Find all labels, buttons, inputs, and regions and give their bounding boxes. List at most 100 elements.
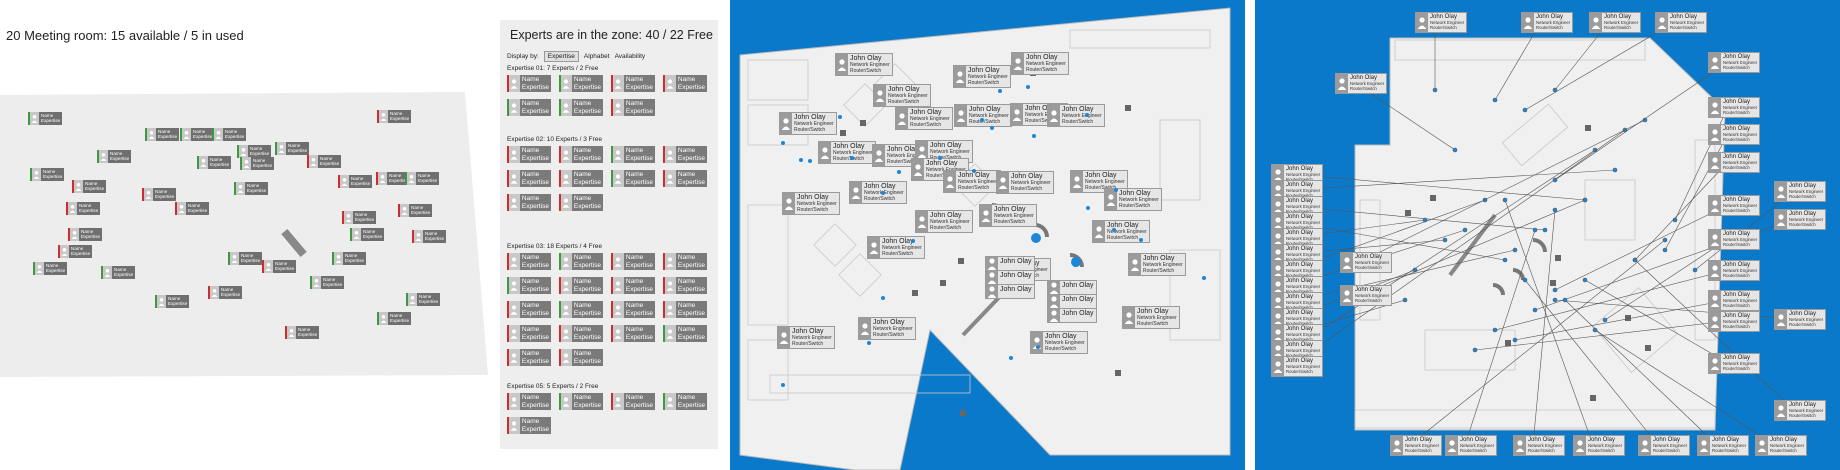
expert-tile[interactable]: Name Expertise [507,301,551,318]
expert-tile[interactable]: Name Expertise [559,277,603,294]
expert-tile[interactable]: Name Expertise [611,170,655,187]
meeting-room-marker[interactable]: Name Expertise [406,293,441,306]
location-pin[interactable] [938,156,942,160]
location-pin[interactable] [1073,263,1077,267]
expert-tile[interactable]: Name Expertise [507,75,551,92]
meeting-room-marker[interactable]: Name Expertise [377,312,412,325]
meeting-room-marker[interactable]: Name Expertise [285,326,320,339]
location-pin[interactable] [1085,113,1089,117]
expert-tile[interactable]: Name Expertise [507,194,551,211]
expert-tile[interactable]: Name Expertise [559,349,603,366]
expert-tile[interactable]: Name Expertise [559,99,603,116]
expert-tile[interactable]: Name Expertise [663,277,707,294]
meeting-room-marker[interactable]: Name Expertise [155,295,190,308]
expert-tile[interactable]: Name Expertise [559,170,603,187]
expert-tile[interactable]: Name Expertise [611,325,655,342]
location-pin[interactable] [1112,228,1116,232]
expert-tile[interactable]: Name Expertise [559,146,603,163]
meeting-room-marker[interactable]: Name Expertise [262,260,297,273]
location-pin[interactable] [781,383,785,387]
expert-tile[interactable]: Name Expertise [611,253,655,270]
location-pin[interactable] [1036,345,1040,349]
meeting-room-marker[interactable]: Name Expertise [275,142,310,155]
expert-tile[interactable]: Name Expertise [559,75,603,92]
meeting-room-marker[interactable]: Name Expertise [310,276,345,289]
expert-tile[interactable]: Name Expertise [559,253,603,270]
meeting-room-marker[interactable]: Name Expertise [332,252,367,265]
meeting-room-marker[interactable]: Name Expertise [30,168,65,181]
meeting-room-marker[interactable]: Name Expertise [237,145,272,158]
meeting-room-marker[interactable]: Name Expertise [412,230,447,243]
expert-tile[interactable]: Name Expertise [507,417,551,434]
expert-tile[interactable]: Name Expertise [611,146,655,163]
meeting-room-marker[interactable]: Name Expertise [175,202,210,215]
expert-tile[interactable]: Name Expertise [663,253,707,270]
meeting-room-marker[interactable]: Name Expertise [72,180,107,193]
location-pin[interactable] [911,239,915,243]
meeting-room-marker[interactable]: Name Expertise [377,110,412,123]
expert-card[interactable]: John Olay [985,256,1035,271]
location-pin[interactable] [808,159,812,163]
location-pin[interactable] [881,191,885,195]
location-pin[interactable] [990,126,994,130]
location-pin[interactable] [972,169,976,173]
meeting-room-marker[interactable]: Name Expertise [97,150,132,163]
expert-tile[interactable]: Name Expertise [559,194,603,211]
meeting-room-marker[interactable]: Name Expertise [307,155,342,168]
expert-card[interactable]: John Olay [1047,308,1097,323]
meeting-room-marker[interactable]: Name Expertise [234,182,269,195]
expert-tile[interactable]: Name Expertise [611,99,655,116]
location-pin[interactable] [998,89,1002,93]
expert-tile[interactable]: Name Expertise [507,325,551,342]
meeting-room-marker[interactable]: Name Expertise [342,211,377,224]
expert-tile[interactable]: Name Expertise [611,393,655,410]
meeting-room-marker[interactable]: Name Expertise [350,228,385,241]
meeting-room-marker[interactable]: Name Expertise [376,172,411,185]
expert-tile[interactable]: Name Expertise [663,393,707,410]
meeting-room-marker[interactable]: Name Expertise [142,188,177,201]
expert-tile[interactable]: Name Expertise [507,170,551,187]
display-alphabet-button[interactable]: Alphabet [583,53,610,60]
meeting-room-marker[interactable]: Name Expertise [180,128,215,141]
location-pin[interactable] [1026,85,1030,89]
meeting-room-marker[interactable]: Name Expertise [197,156,232,169]
location-pin[interactable] [897,170,901,174]
display-expertise-button[interactable]: Expertise [543,51,579,62]
meeting-room-marker[interactable]: Name Expertise [240,157,275,170]
meeting-room-marker[interactable]: Name Expertise [208,286,243,299]
expert-tile[interactable]: Name Expertise [507,146,551,163]
location-pin[interactable] [1139,238,1143,242]
location-pin[interactable] [1009,356,1013,360]
meeting-room-marker[interactable]: Name Expertise [33,262,68,275]
